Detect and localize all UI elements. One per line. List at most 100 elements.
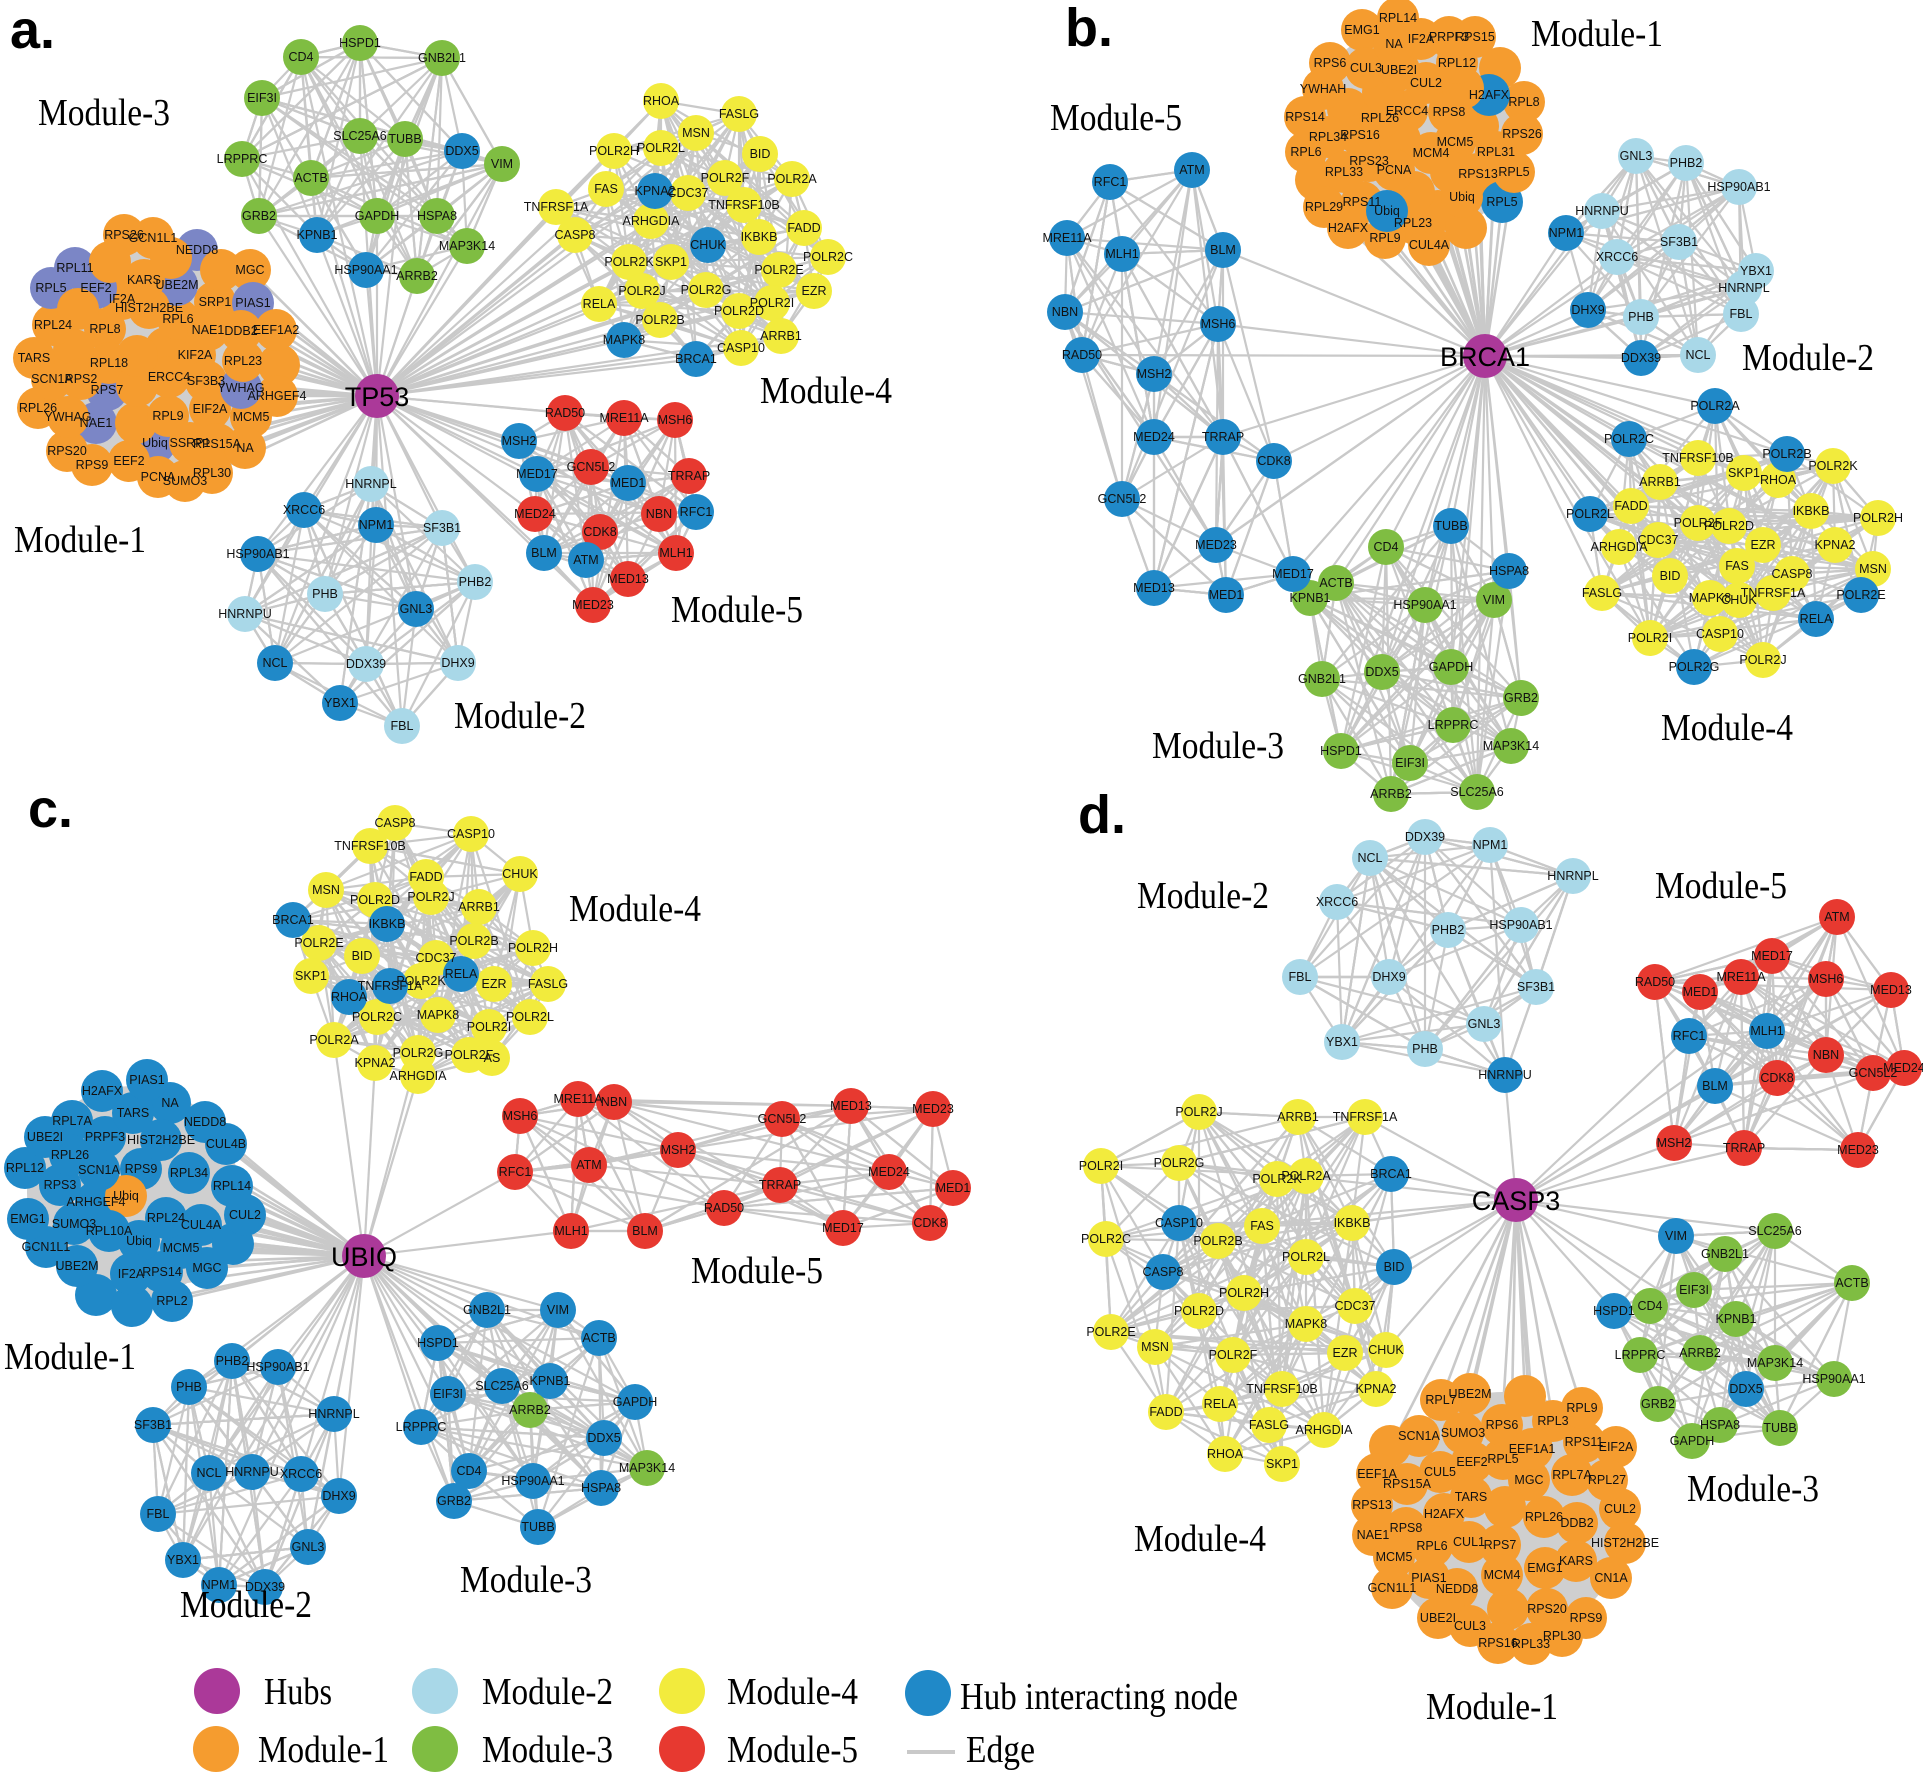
svg-text:DDX39: DDX39 xyxy=(1405,830,1445,844)
svg-text:RPS26: RPS26 xyxy=(1502,127,1542,141)
svg-text:MLH1: MLH1 xyxy=(554,1224,587,1238)
svg-text:MRE11A: MRE11A xyxy=(1716,970,1766,984)
svg-text:RPS23: RPS23 xyxy=(1349,154,1389,168)
svg-text:HNRNPU: HNRNPU xyxy=(225,1465,278,1479)
svg-text:RPS2: RPS2 xyxy=(65,372,98,386)
svg-text:GRB2: GRB2 xyxy=(242,209,276,223)
svg-text:Module-3: Module-3 xyxy=(38,92,170,134)
svg-text:TRRAP: TRRAP xyxy=(759,1178,801,1192)
svg-text:MAP3K14: MAP3K14 xyxy=(619,1461,675,1475)
svg-text:POLR2E: POLR2E xyxy=(754,263,803,277)
svg-text:CD4: CD4 xyxy=(456,1464,481,1478)
svg-text:EEF2: EEF2 xyxy=(1456,1455,1487,1469)
svg-text:AS: AS xyxy=(484,1051,501,1065)
svg-text:HSPA8: HSPA8 xyxy=(417,209,457,223)
svg-text:MSH6: MSH6 xyxy=(503,1109,538,1123)
svg-text:DHX9: DHX9 xyxy=(1372,970,1405,984)
svg-text:POLR2D: POLR2D xyxy=(714,304,764,318)
svg-text:NAE1: NAE1 xyxy=(1357,1528,1390,1542)
svg-text:HNRNPL: HNRNPL xyxy=(345,477,396,491)
svg-text:ARHGDIA: ARHGDIA xyxy=(623,214,681,228)
svg-text:CDC37: CDC37 xyxy=(1335,1299,1376,1313)
svg-text:PHB2: PHB2 xyxy=(1670,156,1703,170)
svg-text:TNFRSF1A: TNFRSF1A xyxy=(524,200,589,214)
svg-text:BID: BID xyxy=(750,147,771,161)
svg-text:RPL10A: RPL10A xyxy=(86,1224,133,1238)
svg-text:BRCA1: BRCA1 xyxy=(675,352,717,366)
svg-text:GAPDH: GAPDH xyxy=(355,209,399,223)
svg-text:RPL30: RPL30 xyxy=(193,466,231,480)
svg-text:HNRNPL: HNRNPL xyxy=(308,1407,359,1421)
svg-text:RPS20: RPS20 xyxy=(1527,1602,1567,1616)
svg-text:ERCC4: ERCC4 xyxy=(1386,104,1428,118)
svg-text:RPL9: RPL9 xyxy=(152,409,183,423)
svg-text:Module-2: Module-2 xyxy=(1742,337,1874,379)
svg-text:SKP1: SKP1 xyxy=(1266,1457,1298,1471)
svg-text:ATM: ATM xyxy=(1179,163,1204,177)
svg-text:RPS14: RPS14 xyxy=(1285,110,1325,124)
svg-text:SUMO3: SUMO3 xyxy=(52,1217,97,1231)
svg-text:EZR: EZR xyxy=(482,977,507,991)
svg-text:Module-2: Module-2 xyxy=(482,1671,613,1713)
svg-text:BID: BID xyxy=(1660,569,1681,583)
svg-text:DDX5: DDX5 xyxy=(445,144,478,158)
svg-text:SF3B1: SF3B1 xyxy=(1517,980,1555,994)
svg-text:MSN: MSN xyxy=(1859,562,1887,576)
svg-text:BID: BID xyxy=(1384,1260,1405,1274)
svg-text:HIST2H2BE: HIST2H2BE xyxy=(115,301,183,315)
svg-text:MED17: MED17 xyxy=(822,1221,864,1235)
svg-text:Hub interacting node: Hub interacting node xyxy=(960,1676,1238,1718)
svg-text:POLR2D: POLR2D xyxy=(1704,519,1754,533)
svg-text:MRE11A: MRE11A xyxy=(1042,231,1092,245)
svg-text:HSPA8: HSPA8 xyxy=(1700,1418,1740,1432)
svg-text:POLR2A: POLR2A xyxy=(1281,1169,1331,1183)
svg-text:HNRNPL: HNRNPL xyxy=(1718,281,1769,295)
svg-text:POLR2L: POLR2L xyxy=(1566,507,1614,521)
svg-text:POLR2E: POLR2E xyxy=(1836,588,1885,602)
svg-text:PRPF3: PRPF3 xyxy=(1429,30,1469,44)
svg-text:HSP90AA1: HSP90AA1 xyxy=(501,1474,564,1488)
svg-text:CUL5: CUL5 xyxy=(1424,1465,1456,1479)
svg-text:CDC37: CDC37 xyxy=(1638,533,1679,547)
svg-text:MSH2: MSH2 xyxy=(502,434,537,448)
svg-text:FBL: FBL xyxy=(1730,307,1753,321)
svg-text:GNB2L1: GNB2L1 xyxy=(418,51,466,65)
svg-text:IF2A: IF2A xyxy=(1408,32,1435,46)
svg-text:CUL1: CUL1 xyxy=(1453,1535,1485,1549)
svg-text:POLR2L: POLR2L xyxy=(637,141,685,155)
svg-text:CASP10: CASP10 xyxy=(1696,627,1744,641)
svg-text:RPL31: RPL31 xyxy=(1477,145,1515,159)
svg-text:ARRB1: ARRB1 xyxy=(1277,1110,1319,1124)
svg-text:PRPF3: PRPF3 xyxy=(85,1130,125,1144)
svg-text:CASP8: CASP8 xyxy=(1772,567,1813,581)
svg-text:MED23: MED23 xyxy=(1837,1143,1879,1157)
svg-text:MSN: MSN xyxy=(682,126,710,140)
svg-text:a.: a. xyxy=(10,0,55,60)
svg-text:GNL3: GNL3 xyxy=(400,602,433,616)
svg-text:RELA: RELA xyxy=(583,297,616,311)
svg-text:POLR2B: POLR2B xyxy=(1762,447,1811,461)
svg-text:Ubiq: Ubiq xyxy=(1449,190,1475,204)
svg-text:MCM5: MCM5 xyxy=(1376,1550,1413,1564)
svg-text:MED1: MED1 xyxy=(936,1181,971,1195)
svg-text:Module-1: Module-1 xyxy=(258,1729,389,1771)
svg-text:XRCC6: XRCC6 xyxy=(1316,895,1358,909)
svg-text:POLR2J: POLR2J xyxy=(618,284,665,298)
svg-text:CDK8: CDK8 xyxy=(583,525,616,539)
svg-text:UBE2M: UBE2M xyxy=(55,1259,98,1273)
svg-text:POLR2G: POLR2G xyxy=(1669,660,1720,674)
svg-text:POLR2B: POLR2B xyxy=(449,934,498,948)
svg-text:DHX9: DHX9 xyxy=(322,1489,355,1503)
svg-text:GNB2L1: GNB2L1 xyxy=(463,1303,511,1317)
svg-text:POLR2I: POLR2I xyxy=(750,296,794,310)
svg-text:MED13: MED13 xyxy=(1870,983,1912,997)
svg-text:DDB2: DDB2 xyxy=(224,324,257,338)
svg-text:XRCC6: XRCC6 xyxy=(280,1467,322,1481)
svg-text:NCL: NCL xyxy=(1685,348,1710,362)
svg-text:GCN1L1: GCN1L1 xyxy=(129,231,178,245)
svg-text:NCL: NCL xyxy=(1357,851,1382,865)
svg-text:Module-4: Module-4 xyxy=(760,370,892,412)
svg-text:POLR2L: POLR2L xyxy=(506,1010,554,1024)
svg-text:H2AFX: H2AFX xyxy=(1328,221,1369,235)
svg-text:H2AFX: H2AFX xyxy=(1424,1507,1465,1521)
